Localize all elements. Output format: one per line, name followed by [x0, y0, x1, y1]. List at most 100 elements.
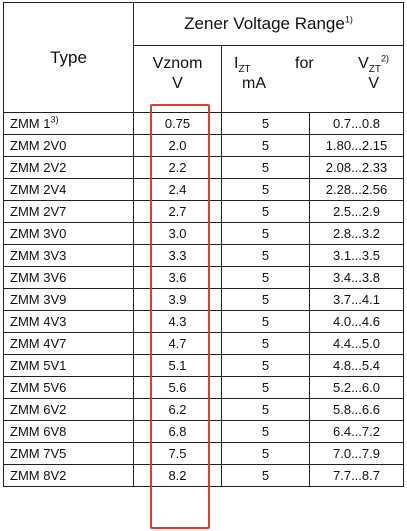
type-cell: ZMM 5V1: [3, 354, 134, 377]
izt-cell: 5: [221, 266, 310, 289]
type-cell: ZMM 13): [3, 112, 134, 135]
type-cell: ZMM 2V7: [3, 200, 134, 223]
izt-cell: 5: [221, 288, 310, 311]
vznom-cell: 4.3: [133, 310, 222, 333]
izt-cell: 5: [221, 464, 310, 487]
table-row: ZMM 4V7 4.7 5 4.4...5.0: [3, 332, 404, 355]
vznom-unit: V: [172, 75, 183, 92]
vznom-label: Vznom: [152, 55, 203, 72]
vznom-column-header: Vznom V: [133, 45, 222, 113]
vzt-range-cell: 2.28...2.56: [309, 178, 404, 201]
table-row: ZMM 3V9 3.9 5 3.7...4.1: [3, 288, 404, 311]
type-cell: ZMM 6V2: [3, 398, 134, 421]
vznom-cell: 0.75: [133, 112, 222, 135]
type-cell: ZMM 3V6: [3, 266, 134, 289]
group-title: Zener Voltage Range: [184, 14, 345, 33]
vznom-cell: 7.5: [133, 442, 222, 465]
table-row: ZMM 5V6 5.6 5 5.2...6.0: [3, 376, 404, 399]
vznom-cell: 5.1: [133, 354, 222, 377]
table-row: ZMM 2V4 2.4 5 2.28...2.56: [3, 178, 404, 201]
vznom-cell: 2.2: [133, 156, 222, 179]
vzt-range-cell: 1.80...2.15: [309, 134, 404, 157]
vzt-range-cell: 3.1...3.5: [309, 244, 404, 267]
izt-cell: 5: [221, 310, 310, 333]
izt-cell: 5: [221, 332, 310, 355]
table-row: ZMM 8V2 8.2 5 7.7...8.7: [3, 464, 404, 487]
vzt-range-cell: 2.5...2.9: [309, 200, 404, 223]
type-cell: ZMM 3V9: [3, 288, 134, 311]
vzt-unit: V: [368, 75, 379, 92]
vzt-range-cell: 2.08...2.33: [309, 156, 404, 179]
vzt-range-cell: 4.8...5.4: [309, 354, 404, 377]
izt-vzt-column-header: IZT for VZT2) mA V: [221, 45, 404, 113]
vzt-range-cell: 5.2...6.0: [309, 376, 404, 399]
type-cell: ZMM 3V3: [3, 244, 134, 267]
table-row: ZMM 7V5 7.5 5 7.0...7.9: [3, 442, 404, 465]
zener-voltage-table: Type Zener Voltage Range1) Vznom V IZT f…: [3, 2, 404, 487]
table-row: ZMM 3V6 3.6 5 3.4...3.8: [3, 266, 404, 289]
izt-unit: mA: [242, 75, 266, 92]
group-title-note: 1): [344, 14, 353, 25]
table-row: ZMM 4V3 4.3 5 4.0...4.6: [3, 310, 404, 333]
type-cell: ZMM 5V6: [3, 376, 134, 399]
vzt-label: VZT2): [358, 53, 389, 76]
izt-label: IZT: [234, 55, 251, 76]
type-cell: ZMM 8V2: [3, 464, 134, 487]
vzt-range-cell: 4.0...4.6: [309, 310, 404, 333]
vzt-range-cell: 3.4...3.8: [309, 266, 404, 289]
vzt-range-cell: 6.4...7.2: [309, 420, 404, 443]
vzt-range-cell: 3.7...4.1: [309, 288, 404, 311]
izt-cell: 5: [221, 398, 310, 421]
type-cell: ZMM 4V7: [3, 332, 134, 355]
for-label: for: [295, 55, 314, 72]
type-cell: ZMM 3V0: [3, 222, 134, 245]
type-cell: ZMM 2V2: [3, 156, 134, 179]
vzt-range-cell: 2.8...3.2: [309, 222, 404, 245]
vzt-range-cell: 0.7...0.8: [309, 112, 404, 135]
vznom-cell: 5.6: [133, 376, 222, 399]
izt-cell: 5: [221, 178, 310, 201]
vznom-cell: 2.4: [133, 178, 222, 201]
table-row: ZMM 6V2 6.2 5 5.8...6.6: [3, 398, 404, 421]
izt-cell: 5: [221, 134, 310, 157]
izt-cell: 5: [221, 200, 310, 223]
type-cell: ZMM 2V0: [3, 134, 134, 157]
vzt-range-cell: 5.8...6.6: [309, 398, 404, 421]
vznom-cell: 3.0: [133, 222, 222, 245]
table-row: ZMM 2V2 2.2 5 2.08...2.33: [3, 156, 404, 179]
type-cell: ZMM 2V4: [3, 178, 134, 201]
vzt-range-cell: 4.4...5.0: [309, 332, 404, 355]
izt-cell: 5: [221, 112, 310, 135]
type-cell: ZMM 4V3: [3, 310, 134, 333]
izt-cell: 5: [221, 244, 310, 267]
table-row: ZMM 2V0 2.0 5 1.80...2.15: [3, 134, 404, 157]
izt-cell: 5: [221, 420, 310, 443]
vznom-cell: 2.7: [133, 200, 222, 223]
izt-cell: 5: [221, 442, 310, 465]
vznom-cell: 6.2: [133, 398, 222, 421]
table-row: ZMM 6V8 6.8 5 6.4...7.2: [3, 420, 404, 443]
vzt-range-cell: 7.0...7.9: [309, 442, 404, 465]
table-row: ZMM 3V3 3.3 5 3.1...3.5: [3, 244, 404, 267]
izt-cell: 5: [221, 156, 310, 179]
table-row: ZMM 5V1 5.1 5 4.8...5.4: [3, 354, 404, 377]
vznom-cell: 2.0: [133, 134, 222, 157]
vznom-cell: 6.8: [133, 420, 222, 443]
table-row: ZMM 2V7 2.7 5 2.5...2.9: [3, 200, 404, 223]
vznom-cell: 3.6: [133, 266, 222, 289]
vzt-range-cell: 7.7...8.7: [309, 464, 404, 487]
type-column-header: Type: [3, 2, 134, 113]
izt-cell: 5: [221, 222, 310, 245]
type-cell: ZMM 6V8: [3, 420, 134, 443]
izt-cell: 5: [221, 354, 310, 377]
vznom-cell: 3.3: [133, 244, 222, 267]
table-body: ZMM 13) 0.75 5 0.7...0.8 ZMM 2V0 2.0 5 1.80...2…: [3, 112, 404, 487]
type-cell: ZMM 7V5: [3, 442, 134, 465]
izt-cell: 5: [221, 376, 310, 399]
table-row: ZMM 3V0 3.0 5 2.8...3.2: [3, 222, 404, 245]
vznom-cell: 4.7: [133, 332, 222, 355]
type-label: Type: [50, 47, 87, 67]
vznom-cell: 3.9: [133, 288, 222, 311]
table-row: ZMM 13) 0.75 5 0.7...0.8: [3, 112, 404, 135]
vznom-cell: 8.2: [133, 464, 222, 487]
